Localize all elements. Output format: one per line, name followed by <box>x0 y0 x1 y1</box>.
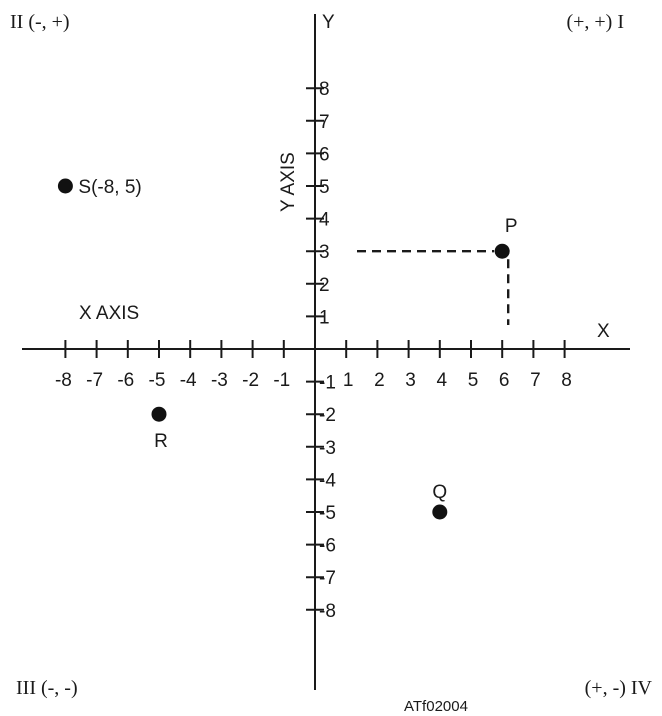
point-marker <box>432 504 448 520</box>
y-tick-label: -7 <box>319 568 336 589</box>
y-tick-label: -3 <box>319 438 336 459</box>
point-label: R <box>154 431 168 452</box>
x-tick-label: -5 <box>149 370 166 391</box>
y-tick-label: -1 <box>319 373 336 394</box>
x-tick-label: 4 <box>437 370 448 391</box>
point-label: Q <box>432 482 447 503</box>
y-tick-label: -8 <box>319 601 336 622</box>
y-tick-label: 4 <box>319 210 330 231</box>
y-axis-name: Y AXIS <box>278 152 299 212</box>
point-marker <box>494 243 510 259</box>
y-tick-label: -6 <box>319 536 336 557</box>
x-axis-letter: X <box>597 321 610 342</box>
point-label: S(-8, 5) <box>78 177 141 198</box>
y-tick-label: -5 <box>319 503 336 524</box>
y-tick-label: -4 <box>319 470 336 491</box>
y-tick-label: 5 <box>319 177 330 198</box>
y-tick-label: 6 <box>319 144 330 165</box>
x-tick-label: -4 <box>180 370 197 391</box>
plotted-points: P Q R S(-8, 5) <box>57 177 518 520</box>
y-axis-letter: Y <box>322 12 335 33</box>
point-guides <box>357 250 510 325</box>
point-marker <box>57 178 73 194</box>
x-tick-label: 7 <box>530 370 541 391</box>
point-guide <box>357 250 510 325</box>
x-tick-label: -3 <box>211 370 228 391</box>
y-tick-label: 2 <box>319 275 330 296</box>
x-axis-name: X AXIS <box>79 303 139 324</box>
x-axis-ticks: -8 -7 -6 -5 -4 -3 -2 -1 1 2 3 4 5 6 7 8 <box>55 340 572 391</box>
x-tick-label: -8 <box>55 370 72 391</box>
quadrant-1-label: (+, +) I <box>566 11 624 33</box>
quadrant-3-label: III (-, -) <box>16 677 78 699</box>
x-tick-label: 1 <box>343 370 354 391</box>
x-tick-label: 3 <box>405 370 416 391</box>
y-tick-label: 3 <box>319 242 330 263</box>
quadrant-4-label: (+, -) IV <box>585 677 653 699</box>
x-tick-label: 2 <box>374 370 385 391</box>
x-tick-label: 5 <box>468 370 479 391</box>
figure-id: ATf02004 <box>404 698 468 715</box>
y-axis-ticks: 8 7 6 5 4 3 2 1 -1 -2 -3 -4 -5 -6 -7 -8 <box>306 79 336 622</box>
point-marker <box>151 406 167 422</box>
x-tick-label: 8 <box>561 370 572 391</box>
x-tick-label: 6 <box>499 370 510 391</box>
y-tick-label: 7 <box>319 112 330 133</box>
point-label: P <box>505 216 518 237</box>
x-tick-label: -2 <box>242 370 259 391</box>
y-tick-label: 8 <box>319 79 330 100</box>
y-tick-label: 1 <box>319 307 330 328</box>
x-tick-label: -7 <box>86 370 103 391</box>
y-tick-label: -2 <box>319 405 336 426</box>
x-tick-label: -6 <box>117 370 134 391</box>
x-tick-label: -1 <box>273 370 290 391</box>
quadrant-2-label: II (-, +) <box>10 11 70 33</box>
